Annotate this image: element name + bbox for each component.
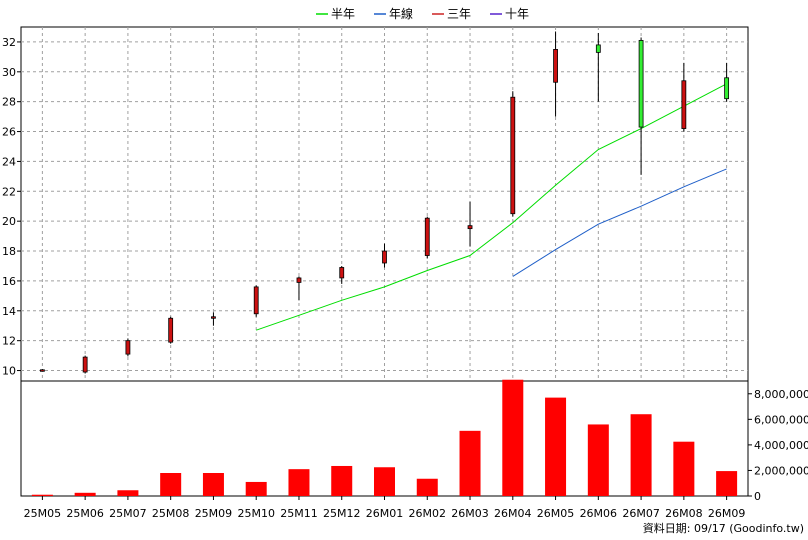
volume-bar [673,441,695,496]
candle [39,369,45,372]
price-tick-label: 16 [2,275,16,288]
price-tick-label: 28 [2,96,16,109]
candle [125,338,131,357]
volume-bar [117,490,139,496]
x-tick-label: 26M09 [708,507,746,520]
candle [595,32,601,102]
candle-body [253,286,259,315]
x-tick-label: 26M05 [537,507,575,520]
price-tick-label: 20 [2,215,16,228]
candle-body [467,225,473,230]
candle-body [681,80,687,129]
x-tick-label: 26M02 [409,507,447,520]
volume-bar [502,379,524,496]
candle [724,62,730,102]
legend-label: 半年 [331,7,355,21]
x-tick-label: 25M07 [109,507,147,520]
volume-bar [31,494,53,496]
candle-body [168,317,174,343]
x-tick-label: 25M05 [24,507,62,520]
legend-label: 三年 [447,7,471,21]
price-tick-label: 32 [2,36,16,49]
candle-body [595,44,601,53]
volume-bar [459,430,481,496]
candle-body [211,316,216,319]
candle [553,31,558,117]
candle-body [82,356,88,373]
x-tick-label: 25M08 [152,507,190,520]
candle-body [424,217,430,256]
price-tick-label: 30 [2,66,16,79]
volume-bar [587,424,609,496]
candle [168,316,174,344]
x-tick-label: 25M10 [237,507,275,520]
candle-body [382,250,387,264]
x-tick-label: 25M12 [323,507,361,520]
candle [339,265,345,284]
volume-bar [160,473,182,496]
volume-bar [74,492,96,496]
legend-label: 十年 [505,7,529,21]
volume-bar [630,414,652,496]
candle [510,91,516,217]
x-tick-label: 25M09 [195,507,233,520]
legend-label: 年線 [389,6,413,21]
candle-body [339,267,345,279]
x-tick-label: 26M06 [580,507,618,520]
x-axis: 25M05 25M06 25M07 25M08 25M09 25M10 25M11 25M12… [24,496,746,520]
volume-bar [202,473,224,496]
price-tick-label: 18 [2,245,16,258]
candle [82,355,88,374]
candle-body [39,369,45,372]
price-tick-label: 26 [2,126,16,139]
volume-tick-label: 2,000,000 [754,464,808,477]
volume-bar [331,465,353,496]
volume-bar [545,397,567,496]
candle [681,62,687,132]
price-tick-label: 24 [2,155,16,168]
volume-tick-label: 0 [754,490,761,503]
candle [382,243,387,268]
candle-body [724,77,730,100]
x-tick-label: 26M04 [494,507,532,520]
price-tick-label: 14 [2,305,16,318]
candle [253,285,259,317]
volume-bar [716,471,738,496]
candle-body [125,340,131,355]
x-tick-label: 25M11 [280,507,318,520]
x-tick-label: 26M03 [451,507,489,520]
volume-tick-label: 6,000,000 [754,413,808,426]
price-tick-label: 10 [2,365,16,378]
price-tick-label: 22 [2,185,16,198]
candle-body [553,49,558,83]
chart-legend: 半年 年線 三年 十年 [316,6,529,21]
candle-body [510,96,516,215]
candle-body [296,277,302,283]
x-tick-label: 26M07 [622,507,660,520]
candle [467,201,473,247]
candle [638,37,644,175]
candle [424,216,430,259]
volume-tick-label: 4,000,000 [754,439,808,452]
candle [211,312,216,326]
volume-bar [288,469,310,496]
volume-bar [245,481,267,496]
x-tick-label: 25M06 [66,507,104,520]
moving-average-line [256,83,727,331]
volume-bar [374,467,395,496]
moving-average-line [512,168,727,277]
footer-date: 資料日期: 09/17 (Goodinfo.tw) [643,521,804,535]
candle-body [638,40,644,128]
candle [296,276,302,301]
volume-panel: 0 2,000,000 4,000,000 6,000,000 8,000,000 [21,379,808,503]
volume-bar [416,478,438,496]
price-tick-label: 12 [2,335,16,348]
x-tick-label: 26M08 [665,507,703,520]
volume-tick-label: 8,000,000 [754,388,808,401]
x-tick-label: 26M01 [366,507,404,520]
